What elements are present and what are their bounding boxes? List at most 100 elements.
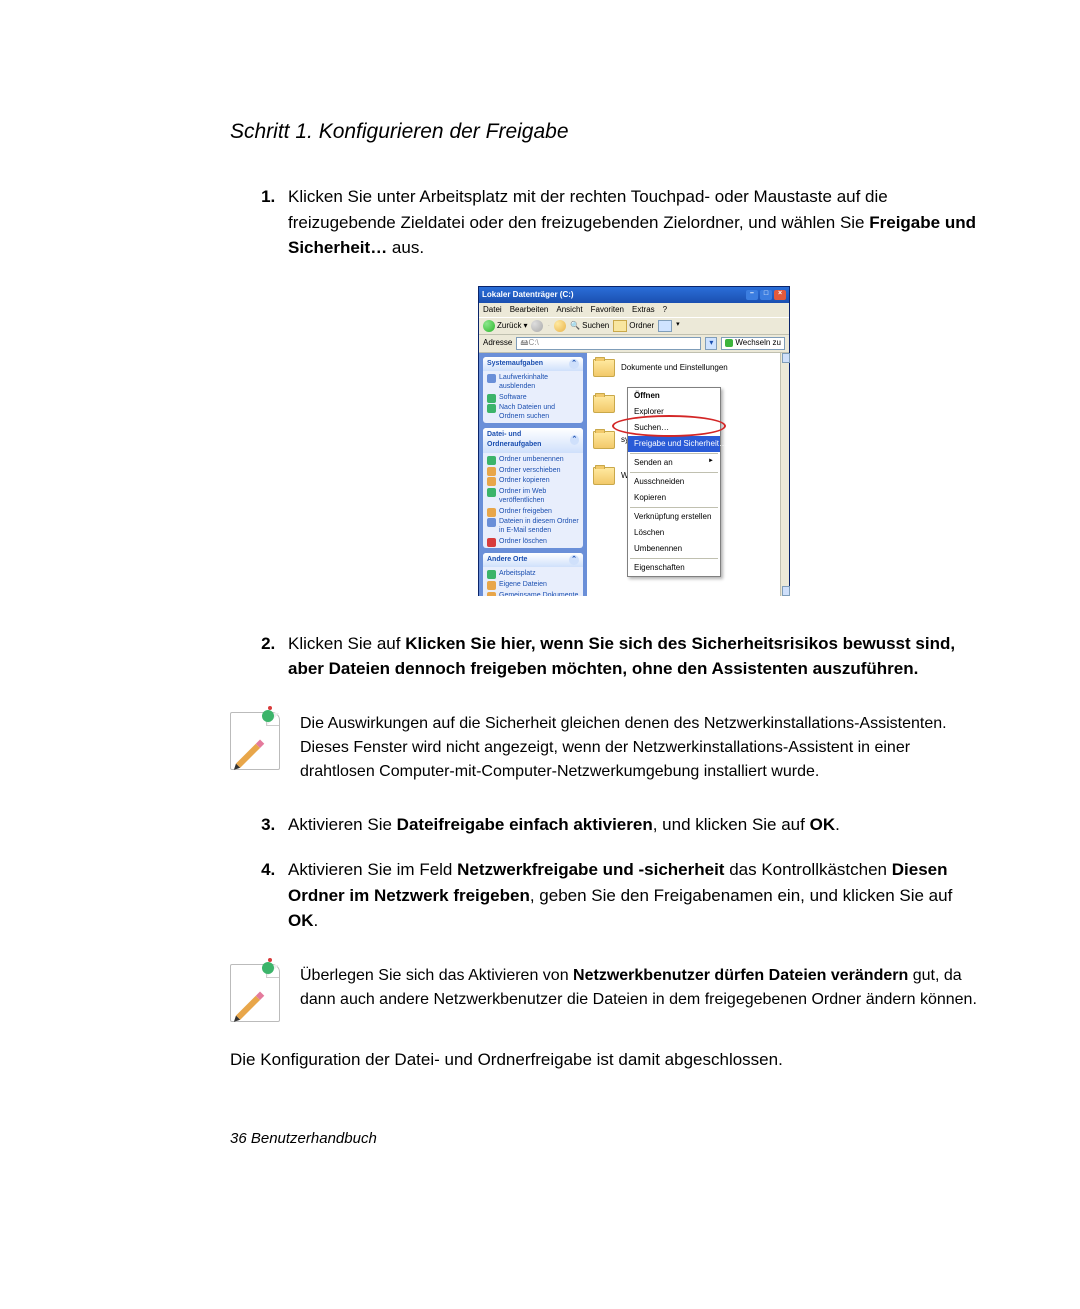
chevron-icon: ⌃ xyxy=(569,359,579,369)
step1-text-b: aus. xyxy=(387,238,424,257)
note-icon xyxy=(230,712,280,770)
task-icon xyxy=(487,477,496,486)
context-menu: Öffnen Explorer Suchen… Freigabe und Sic… xyxy=(627,387,721,577)
menu-item[interactable]: Datei xyxy=(483,304,502,316)
menu-item[interactable]: Ansicht xyxy=(556,304,582,316)
task-icon xyxy=(487,570,496,579)
task-icon xyxy=(487,394,496,403)
task-icon xyxy=(487,581,496,590)
ctx-copy[interactable]: Kopieren xyxy=(628,490,720,506)
folder-icon xyxy=(593,431,615,449)
task-icon xyxy=(487,538,496,547)
step-2: Klicken Sie auf Klicken Sie hier, wenn S… xyxy=(280,631,980,682)
sidebar-item[interactable]: Ordner verschieben xyxy=(487,466,579,477)
back-icon xyxy=(483,320,495,332)
xp-explorer-screenshot: Lokaler Datenträger (C:) – □ × Datei Bea… xyxy=(478,286,790,596)
step2-text-a: Klicken Sie auf xyxy=(288,634,405,653)
ctx-open[interactable]: Öffnen xyxy=(628,388,720,404)
minimize-button[interactable]: – xyxy=(746,290,758,300)
note2-text: Überlegen Sie sich das Aktivieren von Ne… xyxy=(300,964,980,1022)
titlebar: Lokaler Datenträger (C:) – □ × xyxy=(479,287,789,303)
ctx-search[interactable]: Suchen… xyxy=(628,420,720,436)
chevron-icon: ⌃ xyxy=(570,435,579,445)
step3-c: . xyxy=(835,815,840,834)
sidebar-item[interactable]: Arbeitsplatz xyxy=(487,569,579,580)
folders-button[interactable]: Ordner xyxy=(613,320,654,332)
address-field[interactable]: 🖴 C:\ xyxy=(516,337,701,350)
step-4: Aktivieren Sie im Feld Netzwerkfreigabe … xyxy=(280,857,980,934)
step4-d: . xyxy=(314,911,319,930)
task-icon xyxy=(487,404,496,413)
file-list: Dokumente und Einstellungen syn WI Öffne… xyxy=(587,353,789,596)
sidebar-item[interactable]: Nach Dateien und Ordnern suchen xyxy=(487,403,579,423)
address-label: Adresse xyxy=(483,337,512,349)
sidebar: Systemaufgaben⌃ Laufwerkinhalte ausblend… xyxy=(479,353,587,596)
menu-item[interactable]: Bearbeiten xyxy=(510,304,549,316)
folder-icon xyxy=(593,359,615,377)
panel-other-places: Andere Orte⌃ Arbeitsplatz Eigene Dateien… xyxy=(483,553,583,596)
address-dropdown[interactable]: ▾ xyxy=(705,337,717,350)
sidebar-item[interactable]: Ordner im Web veröffentlichen xyxy=(487,487,579,507)
search-button[interactable]: 🔍Suchen xyxy=(570,320,609,332)
panel-header[interactable]: Andere Orte⌃ xyxy=(483,553,583,568)
sidebar-item[interactable]: Software xyxy=(487,393,579,404)
scrollbar[interactable] xyxy=(780,353,789,596)
go-icon xyxy=(725,339,733,347)
task-icon xyxy=(487,456,496,465)
step3-bold2: OK xyxy=(810,815,836,834)
sidebar-item[interactable]: Ordner freigeben xyxy=(487,507,579,518)
step4-a: Aktivieren Sie im Feld xyxy=(288,860,457,879)
ctx-properties[interactable]: Eigenschaften xyxy=(628,560,720,576)
ctx-sharing[interactable]: Freigabe und Sicherheit… xyxy=(628,436,720,452)
task-icon xyxy=(487,467,496,476)
sidebar-item[interactable]: Ordner kopieren xyxy=(487,476,579,487)
step4-bold3: OK xyxy=(288,911,314,930)
sidebar-item[interactable]: Gemeinsame Dokumente xyxy=(487,591,579,596)
sidebar-item[interactable]: Eigene Dateien xyxy=(487,580,579,591)
folder-label: Dokumente und Einstellungen xyxy=(621,362,728,374)
section-title: Schritt 1. Konfigurieren der Freigabe xyxy=(230,120,980,144)
sidebar-item[interactable]: Ordner umbenennen xyxy=(487,455,579,466)
panel-header[interactable]: Systemaufgaben⌃ xyxy=(483,357,583,372)
steps-list-2: Aktivieren Sie Dateifreigabe einfach akt… xyxy=(230,812,980,934)
folder-icon xyxy=(593,467,615,485)
ctx-rename[interactable]: Umbenennen xyxy=(628,541,720,557)
closing-text: Die Konfiguration der Datei- und Ordnerf… xyxy=(230,1050,980,1070)
panel-header[interactable]: Datei- und Ordneraufgaben⌃ xyxy=(483,428,583,453)
menu-item[interactable]: ? xyxy=(663,304,667,316)
step-3: Aktivieren Sie Dateifreigabe einfach akt… xyxy=(280,812,980,838)
sidebar-item[interactable]: Laufwerkinhalte ausblenden xyxy=(487,373,579,393)
task-icon xyxy=(487,592,496,596)
ctx-shortcut[interactable]: Verknüpfung erstellen xyxy=(628,509,720,525)
menu-item[interactable]: Favoriten xyxy=(591,304,624,316)
panel-system: Systemaufgaben⌃ Laufwerkinhalte ausblend… xyxy=(483,357,583,423)
up-button[interactable] xyxy=(554,320,566,332)
folder-icon xyxy=(593,395,615,413)
step-1: Klicken Sie unter Arbeitsplatz mit der r… xyxy=(280,184,980,596)
close-button[interactable]: × xyxy=(774,290,786,300)
addressbar: Adresse 🖴 C:\ ▾ Wechseln zu xyxy=(479,335,789,353)
ctx-cut[interactable]: Ausschneiden xyxy=(628,474,720,490)
step3-b: , und klicken Sie auf xyxy=(653,815,810,834)
views-button[interactable] xyxy=(658,320,672,332)
ctx-send-to[interactable]: Senden an xyxy=(628,455,720,471)
task-icon xyxy=(487,488,496,497)
page-footer: 36 Benutzerhandbuch xyxy=(230,1130,980,1147)
forward-button[interactable] xyxy=(531,320,543,332)
folders-icon xyxy=(613,320,627,332)
step4-b: das Kontrollkästchen xyxy=(724,860,891,879)
maximize-button[interactable]: □ xyxy=(760,290,772,300)
back-button[interactable]: Zurück ▾ xyxy=(483,320,527,332)
ctx-delete[interactable]: Löschen xyxy=(628,525,720,541)
note1-text: Die Auswirkungen auf die Sicherheit glei… xyxy=(300,712,980,784)
go-button[interactable]: Wechseln zu xyxy=(721,337,785,350)
window-title: Lokaler Datenträger (C:) xyxy=(482,289,574,301)
sidebar-item[interactable]: Ordner löschen xyxy=(487,537,579,548)
task-icon xyxy=(487,518,496,527)
sidebar-item[interactable]: Dateien in diesem Ordner in E-Mail sende… xyxy=(487,517,579,537)
ctx-explorer[interactable]: Explorer xyxy=(628,404,720,420)
menu-item[interactable]: Extras xyxy=(632,304,655,316)
folder-item[interactable]: Dokumente und Einstellungen xyxy=(593,359,783,377)
toolbar: Zurück ▾ · 🔍Suchen Ordner ▾ xyxy=(479,317,789,335)
step3-bold: Dateifreigabe einfach aktivieren xyxy=(397,815,653,834)
